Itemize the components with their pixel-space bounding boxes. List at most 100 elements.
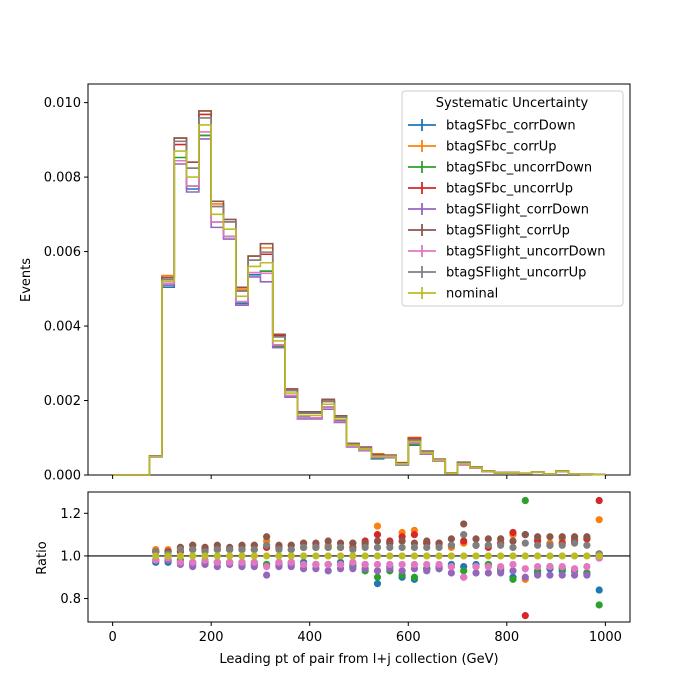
main-y-tick-label: 0.008 xyxy=(44,171,81,186)
ratio-point-btagSFlight_uncorrDown xyxy=(558,562,566,571)
ratio-x-tick-label: 800 xyxy=(494,630,519,645)
main-plot-frame xyxy=(87,83,631,476)
ratio-point-nominal xyxy=(275,552,283,560)
legend-item-btagSFlight_uncorrDown: btagSFlight_uncorrDown xyxy=(408,245,606,260)
ratio-point-btagSFlight_corrDown xyxy=(497,569,505,577)
ratio-plot-frame xyxy=(87,491,631,623)
legend-item-btagSFbc_corrUp: btagSFbc_corrUp xyxy=(408,140,557,155)
ratio-point-btagSFlight_corrUp xyxy=(558,533,566,541)
ratio-x-tick-label: 200 xyxy=(199,630,224,645)
ratio-point-btagSFlight_corrDown xyxy=(534,571,542,579)
legend-label: nominal xyxy=(446,287,498,302)
ratio-point-nominal xyxy=(201,552,209,560)
ratio-point-nominal xyxy=(263,552,271,560)
ratio-point-btagSFlight_uncorrUp xyxy=(447,541,455,549)
ratio-point-btagSFlight_uncorrDown xyxy=(447,562,455,571)
ratio-point-btagSFlight_uncorrUp xyxy=(250,545,258,554)
ratio-point-btagSFlight_uncorrDown xyxy=(263,562,271,571)
ratio-y-tick-label: 1.2 xyxy=(60,507,81,522)
ratio-point-btagSFlight_uncorrDown xyxy=(324,560,332,569)
ratio-x-tick-label: 600 xyxy=(396,630,421,645)
ratio-panel: 0.8 1.0 1.2 0 200 400 600 800 1000 Ratio Leadin… xyxy=(35,491,631,667)
ratio-point-btagSFlight_uncorrUp xyxy=(546,541,554,549)
ratio-point-btagSFlight_corrDown xyxy=(324,567,332,575)
ratio-point-nominal xyxy=(287,552,295,560)
ratio-point-btagSFbc_uncorrUp xyxy=(595,496,603,505)
ratio-point-btagSFlight_corrUp xyxy=(570,533,579,541)
ratio-point-btagSFlight_corrUp xyxy=(472,535,480,543)
ratio-point-nominal xyxy=(213,552,221,560)
ratio-point-nominal xyxy=(521,552,529,560)
ratio-point-btagSFlight_uncorrDown xyxy=(534,562,542,571)
ratio-point-btagSFlight_corrDown xyxy=(583,571,591,579)
ratio-point-nominal xyxy=(324,552,332,560)
ratio-point-btagSFlight_corrDown xyxy=(349,565,357,573)
ratio-point-btagSFlight_uncorrDown xyxy=(546,562,554,571)
ratio-point-btagSFbc_corrUp xyxy=(595,516,603,524)
ratio-point-btagSFlight_corrDown xyxy=(558,571,566,579)
ratio-point-btagSFlight_uncorrUp xyxy=(287,545,295,554)
ratio-point-btagSFlight_corrUp xyxy=(373,537,382,545)
main-y-tick-label: 0.006 xyxy=(44,245,81,260)
legend-item-btagSFlight_corrUp: btagSFlight_corrUp xyxy=(408,224,570,239)
ratio-point-btagSFlight_uncorrDown xyxy=(497,562,505,571)
ratio-point-nominal xyxy=(558,552,566,560)
ratio-point-btagSFbc_uncorrDown xyxy=(460,567,468,575)
ratio-point-btagSFlight_uncorrUp xyxy=(484,541,492,549)
legend-items: btagSFbc_corrDown btagSFbc_corrUp btagSFbc… xyxy=(408,119,606,302)
ratio-point-nominal xyxy=(570,552,579,560)
main-y-tick-label: 0.000 xyxy=(44,469,81,484)
ratio-point-nominal xyxy=(484,552,492,560)
ratio-point-btagSFlight_uncorrDown xyxy=(287,558,295,566)
ratio-point-btagSFlight_corrUp xyxy=(460,520,468,528)
ratio-point-btagSFlight_uncorrDown xyxy=(435,560,443,569)
ratio-point-btagSFlight_uncorrDown xyxy=(361,560,369,569)
ratio-point-nominal xyxy=(595,552,603,560)
ratio-x-tick-label: 0 xyxy=(108,630,116,645)
ratio-point-btagSFlight_uncorrDown xyxy=(189,558,197,566)
ratio-point-btagSFbc_uncorrUp xyxy=(521,612,529,620)
ratio-point-nominal xyxy=(583,552,591,560)
ratio-point-btagSFlight_corrDown xyxy=(263,571,271,579)
ratio-point-nominal xyxy=(361,552,369,560)
ratio-point-nominal xyxy=(349,552,357,560)
ratio-point-btagSFlight_corrDown xyxy=(570,571,579,579)
ratio-point-btagSFlight_uncorrDown xyxy=(250,558,258,566)
ratio-point-btagSFlight_uncorrDown xyxy=(509,560,517,569)
ratio-point-btagSFlight_uncorrUp xyxy=(534,541,542,549)
ratio-point-btagSFlight_corrDown xyxy=(398,567,406,575)
ratio-y-axis-label: Ratio xyxy=(35,541,50,574)
legend-box xyxy=(401,90,624,307)
ratio-point-nominal xyxy=(176,552,184,560)
ratio-point-nominal xyxy=(398,552,406,560)
legend-title: Systematic Uncertainty xyxy=(436,96,589,111)
ratio-point-btagSFbc_uncorrDown xyxy=(410,573,419,581)
ratio-point-btagSFlight_uncorrDown xyxy=(176,558,184,566)
ratio-point-btagSFlight_uncorrUp xyxy=(386,543,394,552)
legend: Systematic Uncertainty btagSFbc_corrDown… xyxy=(401,90,624,307)
ratio-point-btagSFlight_uncorrUp xyxy=(349,545,357,554)
ratio-point-btagSFlight_uncorrUp xyxy=(213,545,221,554)
legend-label: btagSFlight_corrDown xyxy=(446,203,589,218)
ratio-point-btagSFlight_uncorrDown xyxy=(570,565,579,573)
ratio-point-btagSFlight_corrDown xyxy=(423,567,431,575)
ratio-point-btagSFlight_uncorrUp xyxy=(238,545,246,554)
ratio-y-tick-label: 1.0 xyxy=(60,549,81,564)
ratio-point-btagSFbc_uncorrDown xyxy=(509,575,517,583)
ratio-point-btagSFlight_uncorrUp xyxy=(373,543,382,552)
main-y-tick-label: 0.004 xyxy=(44,320,81,335)
ratio-point-btagSFlight_corrUp xyxy=(583,533,591,541)
ratio-point-btagSFlight_uncorrUp xyxy=(410,543,419,552)
ratio-point-btagSFlight_corrUp xyxy=(497,535,505,543)
ratio-point-nominal xyxy=(336,552,345,560)
ratio-point-btagSFbc_corrUp xyxy=(373,522,382,530)
ratio-point-btagSFlight_uncorrUp xyxy=(435,543,443,552)
main-histogram-curves xyxy=(112,110,606,476)
main-y-axis-label: Events xyxy=(19,258,34,302)
histogram-curve-nominal xyxy=(112,124,606,476)
ratio-point-btagSFlight_uncorrUp xyxy=(521,539,529,547)
ratio-point-nominal xyxy=(386,552,394,560)
ratio-point-btagSFlight_corrDown xyxy=(484,569,492,577)
main-y-tick-label: 0.002 xyxy=(44,394,81,409)
